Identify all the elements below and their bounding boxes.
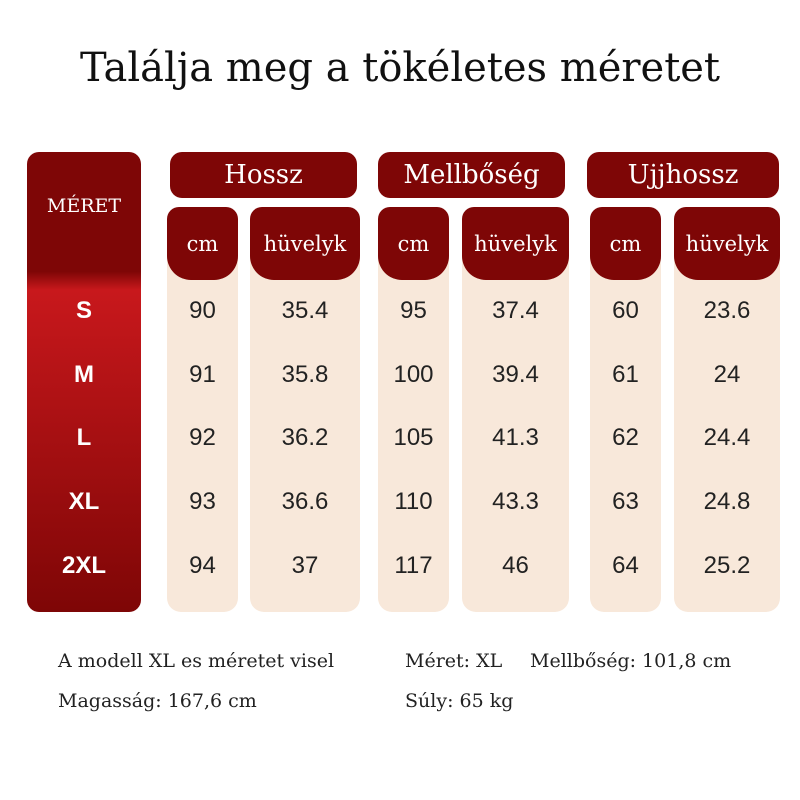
unit-header: cm <box>590 207 661 280</box>
note: Méret: XL <box>405 650 503 672</box>
table-cell: 93 <box>189 488 216 515</box>
table-cell: 90 <box>189 297 216 324</box>
note: Magasság: 167,6 cm <box>58 690 257 712</box>
table-cell: 41.3 <box>492 424 539 451</box>
unit-header: hüvelyk <box>674 207 780 280</box>
table-cell: 105 <box>393 424 434 451</box>
table-cell: 36.6 <box>281 488 329 515</box>
table-cell: 25.2 <box>703 552 751 579</box>
group-header: Ujjhossz <box>587 152 779 198</box>
group-header: Mellbőség <box>378 152 565 198</box>
table-cell: 110 <box>394 488 433 515</box>
table-cell: 36.2 <box>281 424 329 451</box>
title: Találja meg a tökéletes méretet <box>79 45 721 91</box>
table-cell: 92 <box>189 424 216 451</box>
table-cell: 43.3 <box>492 488 539 515</box>
size-label: S <box>75 297 92 324</box>
table-cell: 46 <box>502 552 529 579</box>
size-label: XL <box>68 488 100 515</box>
size-label: 2XL <box>61 552 106 579</box>
note: Mellbőség: 101,8 cm <box>530 650 732 672</box>
size-column <box>27 152 141 612</box>
table-cell: 64 <box>612 552 639 579</box>
table-cell: 60 <box>612 297 639 324</box>
note: A modell XL es méretet visel <box>58 650 335 672</box>
table-cell: 35.8 <box>281 361 329 388</box>
table-cell: 117 <box>394 552 433 579</box>
table-cell: 91 <box>189 361 216 388</box>
unit-header: hüvelyk <box>250 207 360 280</box>
table-cell: 23.6 <box>703 297 751 324</box>
size-header: MÉRET <box>46 195 122 217</box>
table-cell: 94 <box>189 552 216 579</box>
table-cell: 37.4 <box>492 297 539 324</box>
group-header: Hossz <box>170 152 357 198</box>
unit-header: cm <box>167 207 238 280</box>
unit-header: cm <box>378 207 449 280</box>
table-cell: 100 <box>393 361 434 388</box>
table-cell: 62 <box>612 424 639 451</box>
size-label: M <box>74 361 94 388</box>
table-cell: 24 <box>713 361 741 388</box>
size-label: L <box>76 424 92 451</box>
table-cell: 63 <box>612 488 639 515</box>
unit-header: hüvelyk <box>462 207 569 280</box>
table-cell: 37 <box>291 552 319 579</box>
table-cell: 61 <box>612 361 639 388</box>
table-cell: 95 <box>400 297 427 324</box>
table-cell: 39.4 <box>492 361 539 388</box>
note: Súly: 65 kg <box>405 690 514 712</box>
table-cell: 35.4 <box>281 297 329 324</box>
table-cell: 24.4 <box>703 424 751 451</box>
table-cell: 24.8 <box>703 488 751 515</box>
